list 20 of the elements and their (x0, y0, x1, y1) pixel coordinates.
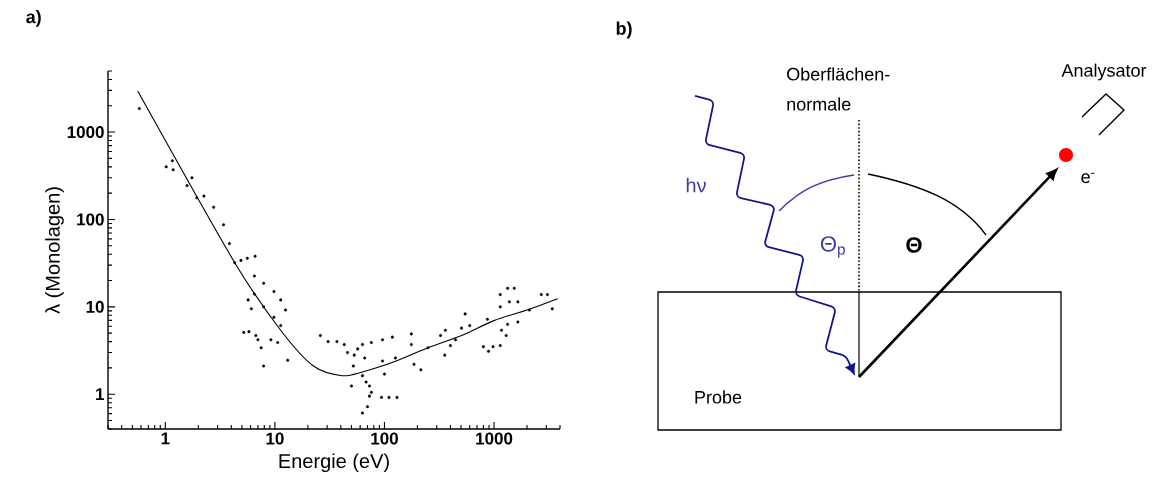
text: Θ (906, 237, 922, 253)
x-tick-label: 1000 (476, 432, 513, 445)
text: Θ$_{p}$ (820, 236, 845, 258)
text: Analysator (1061, 63, 1147, 81)
x-tick-label: 100 (371, 432, 398, 445)
chart-title: a) (26, 10, 41, 27)
text: normale (787, 97, 851, 111)
text: e$^{-}$ (1081, 172, 1095, 184)
x-tick-label: 1 (161, 432, 170, 445)
y-tick-label: 10 (86, 300, 104, 313)
text: hν (686, 177, 706, 193)
text: b) (616, 21, 632, 39)
text: Oberflächen- (787, 67, 890, 81)
x-axis-title: Energie (eV) (279, 453, 389, 473)
x-tick-label: 10 (266, 432, 284, 445)
text: Probe (695, 390, 742, 404)
y-tick-label: 1 (96, 388, 105, 401)
y-tick-label: 1000 (67, 126, 104, 139)
y-axis-title: λ (Monolagen) (45, 187, 64, 314)
y-tick-label: 100 (77, 213, 104, 226)
